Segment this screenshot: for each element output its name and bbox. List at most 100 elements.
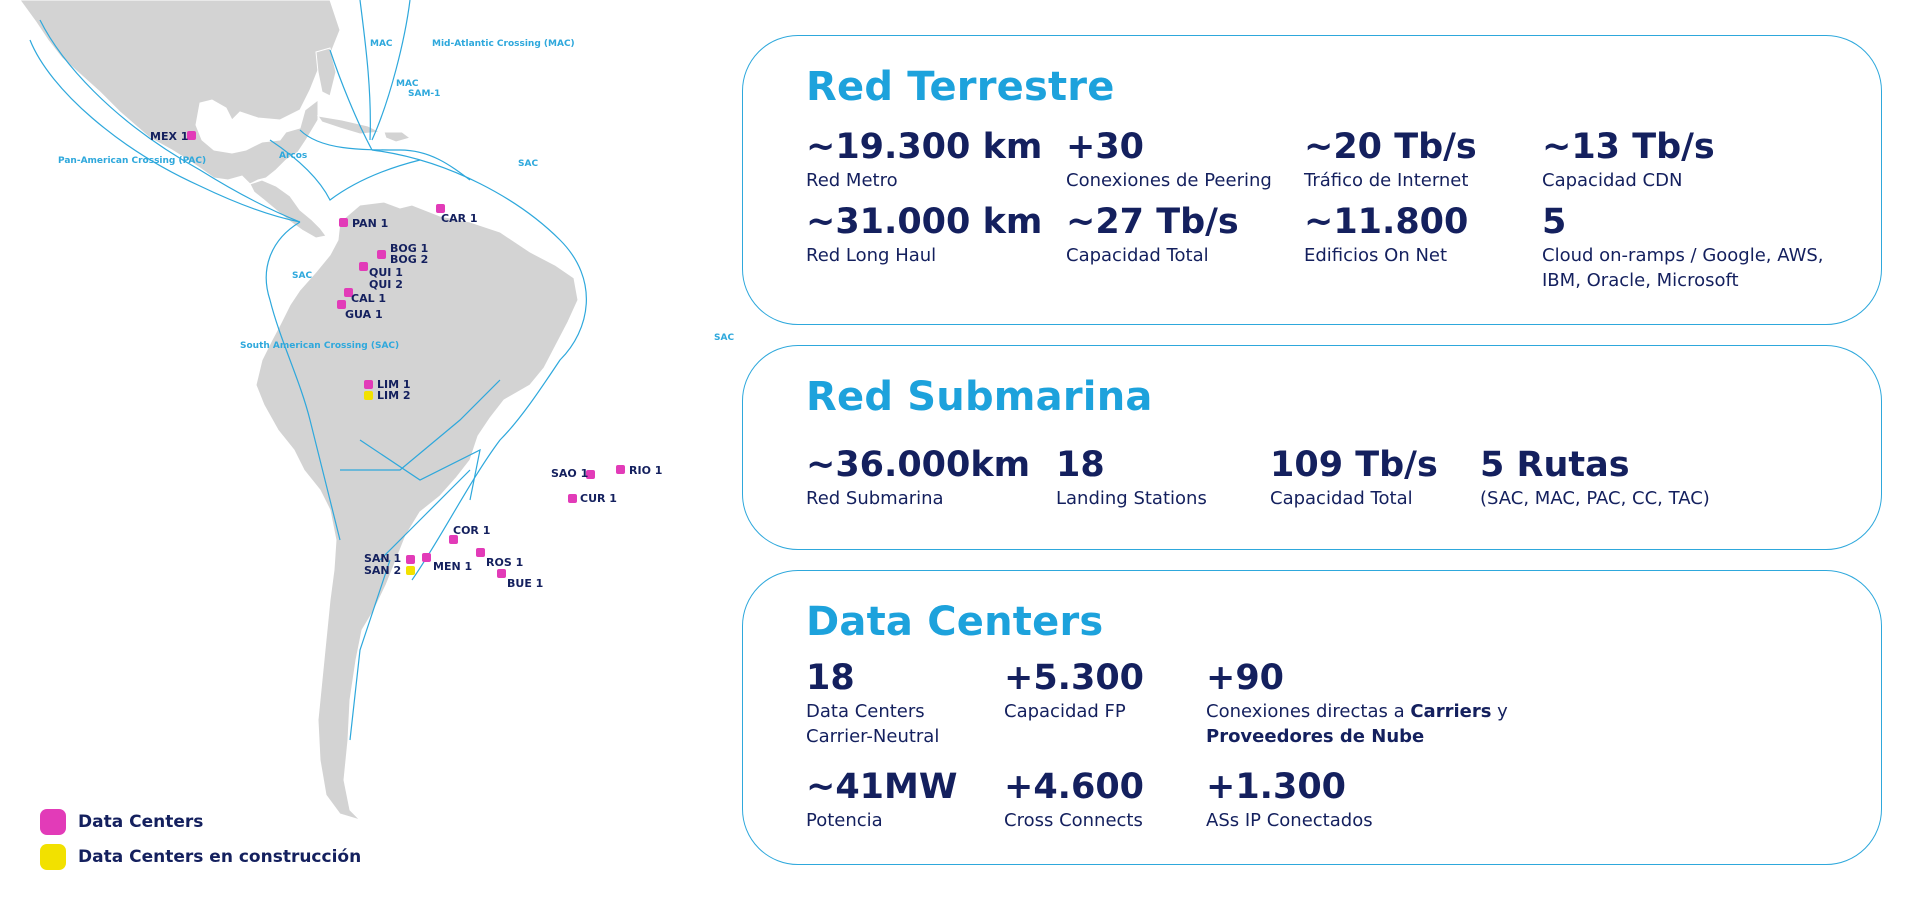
stat: 109 Tb/s Capacidad Total [1270,446,1438,511]
stat-value: +90 [1206,658,1285,698]
city-label: CAL 1 [351,292,386,305]
city-label: MEX 1 [150,130,188,143]
pac-route-2 [29,39,301,223]
stat-label: Capacidad FP [1004,701,1126,722]
stat-label-pre: Conexiones directas a [1206,701,1411,722]
city-label: MEN 1 [433,560,472,573]
hispaniola-land [383,131,412,143]
central-america-land [249,179,327,239]
stat-label: (SAC, MAC, PAC, CC, TAC) [1480,488,1710,509]
stat: 18 Data Centers Carrier-Neutral [806,659,976,749]
route-label-sam1: SAM-1 [408,89,440,99]
marker-san1 [406,555,415,564]
stat-value: ~13 Tb/s [1542,127,1715,167]
florida-land [315,47,337,97]
stat: ~41MW Potencia [806,768,957,833]
stat: +1.300 ASs IP Conectados [1206,768,1373,833]
marker-men1 [422,553,431,562]
marker-gua1 [337,300,346,309]
mac-route [359,0,371,141]
stat: ~27 Tb/s Capacidad Total [1066,203,1239,268]
stat-value: +30 [1066,127,1145,167]
stat: ~13 Tb/s Capacidad CDN [1542,128,1715,193]
stat-label: Landing Stations [1056,488,1207,509]
pac-route [39,19,301,223]
stat-label: Red Long Haul [806,245,937,266]
south-america-land [255,201,579,821]
stat-label: Cloud on-ramps / Google, AWS, IBM, Oracl… [1542,245,1824,291]
stat-value: ~36.000km [806,445,1031,485]
route-label-arcos: Arcos [279,151,307,161]
stat-label: Edificios On Net [1304,245,1448,266]
panel-title: Data Centers [806,599,1104,645]
marker-sao1 [586,470,595,479]
stat-value: 109 Tb/s [1270,445,1438,485]
route-label-sac-1: SAC [518,159,538,169]
stat: +4.600 Cross Connects [1004,768,1144,833]
stat-label: Data Centers Carrier-Neutral [806,701,940,747]
marker-bue1 [497,569,506,578]
route-label-mac: MAC [370,39,393,49]
city-label: QUI 1 [369,266,403,279]
caribbean-route [299,129,471,181]
stat: ~31.000 km Red Long Haul [806,203,1042,268]
marker-bog1 [377,250,386,259]
terrestrial-4 [349,559,391,741]
stat-value: ~41MW [806,767,958,807]
city-label: BUE 1 [507,577,543,590]
stat-label-providers: Proveedores de Nube [1206,726,1425,747]
marker-pan1 [339,218,348,227]
city-label: CAR 1 [441,212,478,225]
route-label-mid-atlantic: Mid-Atlantic Crossing (MAC) [432,39,575,49]
network-map: MAC Mid-Atlantic Crossing (MAC) MAC SAM-… [19,0,734,821]
stat-label: Conexiones de Peering [1066,170,1272,191]
marker-cur1 [568,494,577,503]
stat-value: ~19.300 km [806,127,1043,167]
city-label: PAN 1 [352,217,388,230]
stat-label-carriers: Carriers [1410,701,1492,722]
stat: +5.300 Capacidad FP [1004,659,1144,724]
stat-label: Capacidad CDN [1542,170,1683,191]
marker-lim2 [364,391,373,400]
stat: +90 Conexiones directas a Carriers y Prov… [1206,659,1536,749]
city-label: LIM 1 [377,378,411,391]
marker-lim1 [364,380,373,389]
mid-atlantic-route [371,0,411,141]
route-label-mac-2: MAC [396,79,419,89]
marker-cal1 [344,288,353,297]
stat: ~19.300 km Red Metro [806,128,1042,193]
terrestrial-3 [379,469,471,561]
legend-label: Data Centers [78,812,204,832]
stat: 18 Landing Stations [1056,446,1207,511]
stat-label: Capacidad Total [1066,245,1209,266]
marker-car1 [436,204,445,213]
city-label: RIO 1 [629,464,662,477]
stat: 5 Rutas (SAC, MAC, PAC, CC, TAC) [1480,446,1710,511]
stat-label: Potencia [806,810,883,831]
panel-data-centers: Data Centers 18 Data Centers Carrier-Neu… [742,570,1882,865]
panel-red-terrestre: Red Terrestre ~19.300 km Red Metro +30 C… [742,35,1882,325]
legend-swatch-yellow [40,844,66,870]
marker-ros1 [476,548,485,557]
stat-value: 5 [1542,202,1567,242]
stat-label-mid: y [1491,701,1508,722]
terrestrial-2 [340,379,501,471]
stat: +30 Conexiones de Peering [1066,128,1272,193]
city-label: LIM 2 [377,389,411,402]
stat-label: Red Metro [806,170,898,191]
panel-red-submarina: Red Submarina ~36.000km Red Submarina 18… [742,345,1882,550]
legend-swatch-magenta [40,809,66,835]
city-label: BOG 2 [390,253,428,266]
city-label: GUA 1 [345,308,383,321]
legend-data-centers: Data Centers [40,809,203,835]
arcos-route [269,139,421,201]
marker-san2 [406,566,415,575]
sac-atlantic-route [371,149,587,581]
stat-label: Capacidad Total [1270,488,1413,509]
sam1-route [329,49,373,151]
marker-mex1 [187,131,196,140]
stat-value: 18 [1056,445,1105,485]
stat-label: Conexiones directas a Carriers y Proveedo… [1206,699,1536,749]
stat: 5 Cloud on-ramps / Google, AWS, IBM, Ora… [1542,203,1842,293]
marker-rio1 [616,465,625,474]
